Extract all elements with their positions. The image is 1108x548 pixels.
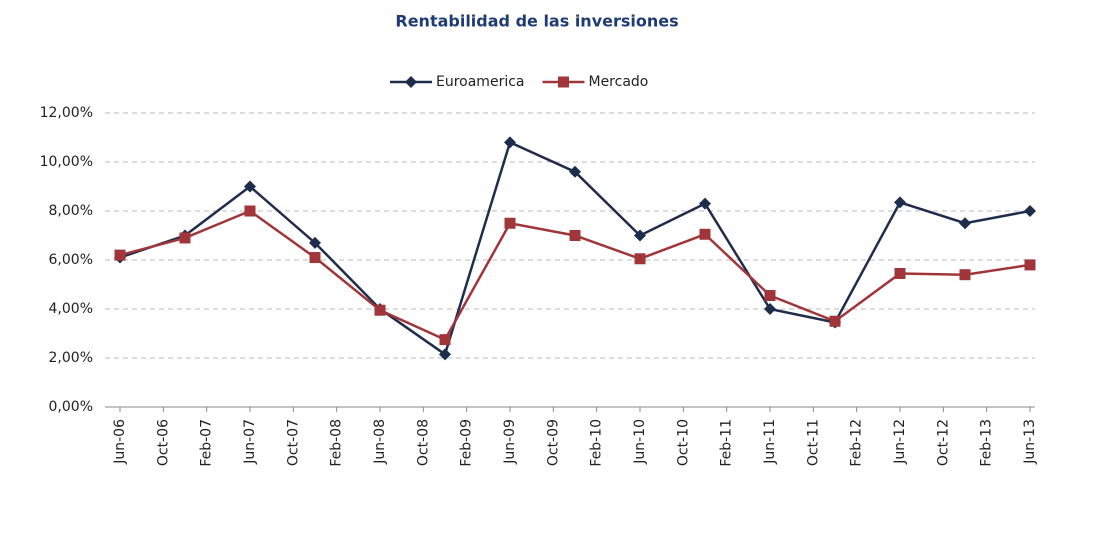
x-tick-label: Feb-12: [849, 419, 865, 467]
marker: [894, 267, 906, 279]
marker: [244, 180, 256, 193]
x-tick-label: Feb-10: [589, 419, 605, 467]
x-tick-label: Jun-13: [1022, 419, 1038, 465]
y-tick-label: 10,00%: [40, 154, 93, 170]
marker: [634, 253, 646, 265]
y-tick-label: 6,00%: [49, 252, 93, 268]
marker: [504, 136, 516, 149]
marker: [829, 315, 841, 327]
x-tick-label: Jun-08: [372, 419, 388, 465]
marker: [504, 217, 516, 229]
x-tick-label: Oct-11: [805, 419, 821, 466]
y-tick-label: 2,00%: [49, 350, 93, 366]
x-tick-label: Jun-06: [112, 419, 128, 465]
marker: [569, 230, 581, 241]
legend-item: Euroamerica: [390, 74, 524, 90]
marker: [699, 228, 711, 240]
marker: [699, 197, 711, 210]
marker: [569, 165, 581, 178]
legend-label: Mercado: [588, 74, 648, 90]
marker: [244, 205, 256, 217]
x-tick-label: Jun-11: [762, 419, 778, 465]
x-tick-label: Feb-13: [979, 419, 995, 467]
marker: [894, 196, 906, 209]
marker: [959, 217, 971, 230]
marker: [959, 269, 971, 281]
marker: [1024, 259, 1036, 271]
y-tick-label: 8,00%: [49, 203, 93, 219]
x-tick-label: Feb-08: [329, 419, 345, 467]
marker: [634, 229, 646, 242]
marker: [374, 304, 386, 316]
x-tick-label: Feb-07: [199, 419, 215, 467]
legend-label: Euroamerica: [436, 74, 524, 90]
x-tick-label: Oct-06: [155, 419, 171, 466]
marker: [764, 290, 776, 302]
x-tick-label: Oct-09: [545, 419, 561, 466]
x-tick-label: Oct-07: [285, 419, 301, 466]
marker: [309, 236, 321, 249]
x-tick-label: Jun-09: [502, 419, 518, 465]
legend-marker: [557, 76, 569, 88]
x-tick-label: Oct-10: [675, 419, 691, 466]
x-tick-label: Feb-11: [719, 419, 735, 467]
marker: [439, 348, 451, 361]
legend-item: Mercado: [542, 74, 648, 90]
y-tick-label: 4,00%: [49, 301, 93, 317]
x-tick-label: Feb-09: [459, 419, 475, 467]
y-tick-label: 0,00%: [49, 399, 93, 415]
marker: [764, 303, 776, 315]
x-tick-label: Oct-12: [935, 419, 951, 466]
marker: [309, 252, 321, 264]
marker: [179, 232, 191, 244]
x-tick-label: Jun-12: [892, 419, 908, 465]
marker: [439, 334, 451, 346]
marker: [114, 249, 126, 261]
x-tick-label: Jun-07: [242, 419, 258, 465]
legend-marker: [405, 76, 417, 88]
chart-title: Rentabilidad de las inversiones: [395, 12, 678, 31]
x-tick-label: Oct-08: [415, 419, 431, 466]
marker: [1024, 205, 1036, 217]
x-tick-label: Jun-10: [632, 419, 648, 465]
y-tick-label: 12,00%: [40, 105, 93, 121]
